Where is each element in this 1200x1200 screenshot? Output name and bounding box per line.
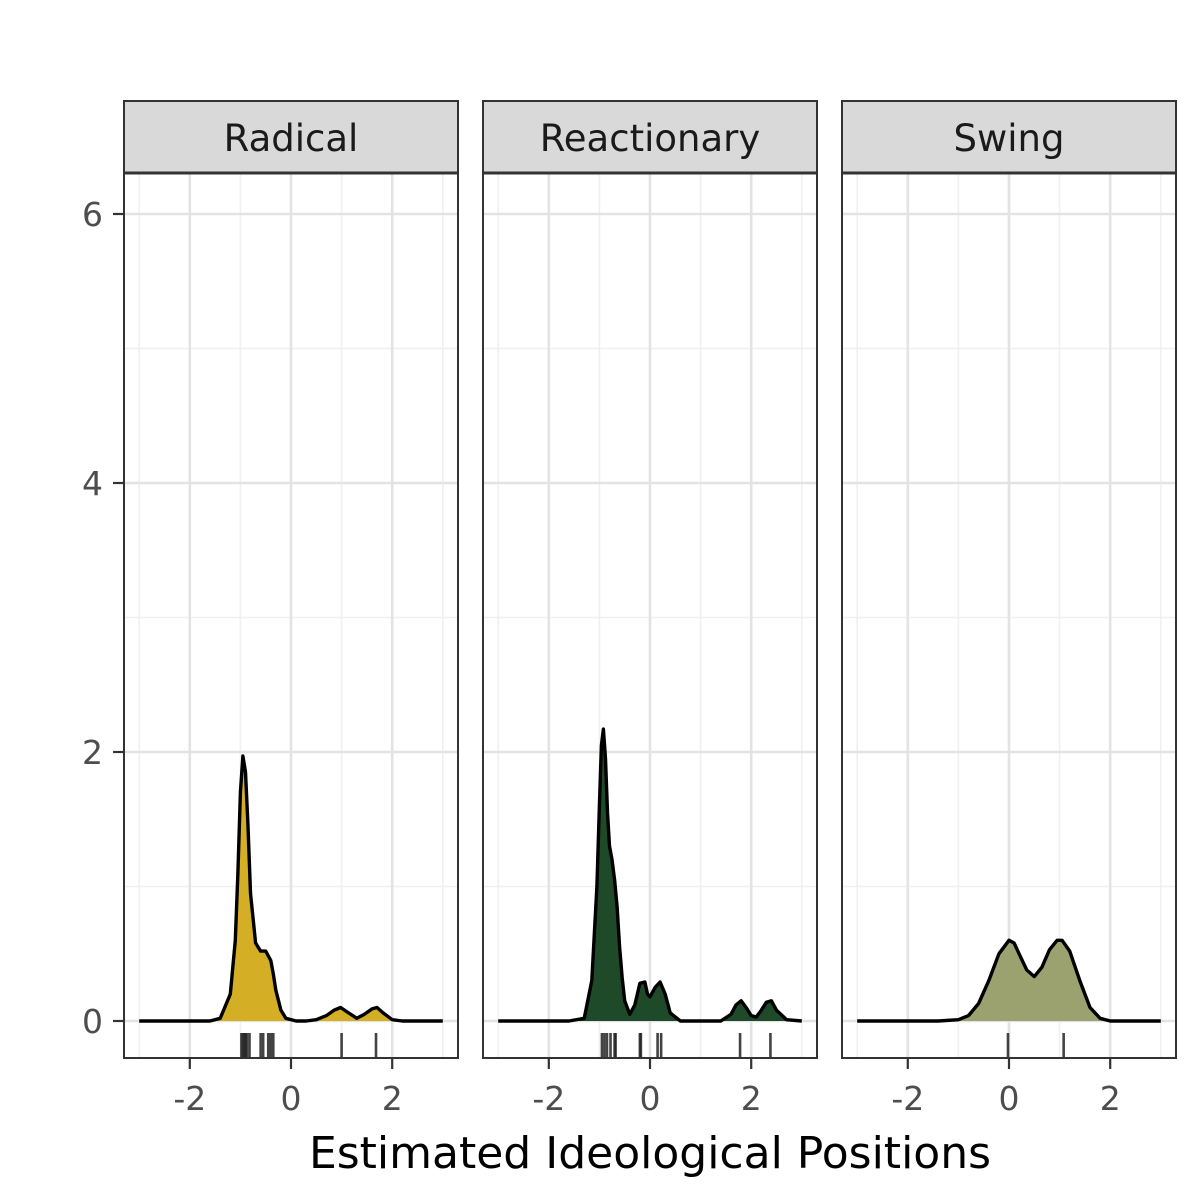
x-tick-label: 0	[640, 1079, 661, 1118]
facet-panel-radical: Radical -2 0 2	[123, 100, 459, 1118]
density-curve-reactionary	[498, 727, 802, 1023]
y-tick-label: 0	[82, 1002, 103, 1041]
density-curve-swing	[857, 938, 1161, 1023]
x-axis-title: Estimated Ideological Positions	[309, 1128, 991, 1179]
x-tick-label: -2	[173, 1079, 206, 1118]
facet-panel-reactionary: Reactionary -2 0 2	[482, 100, 818, 1118]
x-tick-label: -2	[532, 1079, 565, 1118]
x-tick-label: 2	[741, 1079, 762, 1118]
facet-panel-swing: Swing -2 0 2	[841, 100, 1177, 1118]
y-tick-label: 2	[82, 733, 103, 772]
x-tick-label: -2	[891, 1079, 924, 1118]
x-tick-label: 2	[1100, 1079, 1121, 1118]
y-tick-label: 6	[82, 195, 103, 234]
y-tick-label: 4	[82, 464, 103, 503]
facet-strip	[123, 100, 459, 174]
facet-panels: Radical -2 0 2 Reactionary -2 0 2 Swing -2 0 2	[123, 100, 1177, 1118]
x-tick-label: 2	[382, 1079, 403, 1118]
y-axis: 0 2 4 6	[82, 195, 124, 1041]
density-curve-radical	[139, 754, 443, 1023]
facet-strip	[841, 100, 1177, 174]
facet-strip-label: Radical	[224, 117, 359, 160]
x-tick-label: 0	[281, 1079, 302, 1118]
facet-strip-label: Swing	[954, 117, 1065, 160]
x-tick-label: 0	[999, 1079, 1020, 1118]
density-area-swing	[857, 940, 1161, 1021]
facet-strip	[482, 100, 818, 174]
facet-strip-label: Reactionary	[540, 117, 760, 160]
